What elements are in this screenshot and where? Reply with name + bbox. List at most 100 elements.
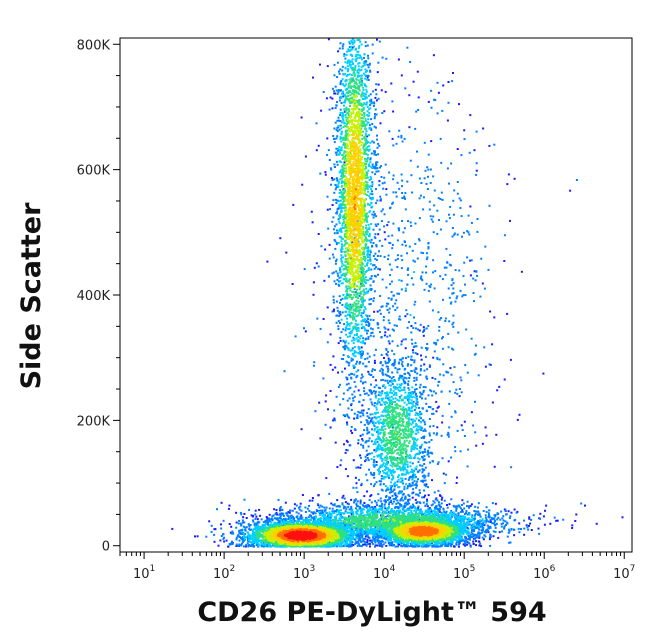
event-dot <box>418 177 421 180</box>
event-dot <box>338 523 341 526</box>
event-dot <box>504 509 507 512</box>
event-dot <box>495 433 498 436</box>
event-dot <box>489 518 492 521</box>
event-dot <box>481 525 484 528</box>
event-dot <box>374 275 377 278</box>
event-dot <box>378 480 381 483</box>
event-dot <box>478 536 481 539</box>
event-dot <box>331 107 334 110</box>
event-dot <box>315 262 318 265</box>
event-dot <box>275 509 278 511</box>
event-dot <box>374 379 377 382</box>
event-dot <box>454 523 457 526</box>
event-dot <box>422 330 424 333</box>
event-dot <box>425 511 428 514</box>
event-dot <box>388 376 391 379</box>
event-dot <box>331 87 334 90</box>
event-dot <box>447 540 450 543</box>
event-dot <box>375 126 377 129</box>
event-dot <box>366 426 369 429</box>
event-dot <box>398 368 401 371</box>
event-dot <box>346 423 349 426</box>
event-dot <box>328 507 331 510</box>
event-dot <box>423 141 426 144</box>
event-dot <box>272 514 275 517</box>
event-dot <box>470 503 473 506</box>
event-dot <box>276 545 278 548</box>
event-dot <box>347 364 350 367</box>
event-dot <box>293 503 296 506</box>
event-dot <box>335 89 338 92</box>
event-dot <box>442 363 445 366</box>
event-dot <box>376 199 379 202</box>
event-dot <box>398 506 401 509</box>
event-dot <box>486 524 489 527</box>
event-dot <box>365 534 368 537</box>
event-dot <box>406 269 409 271</box>
event-dot <box>451 278 454 281</box>
event-dot <box>349 542 352 545</box>
event-dot <box>450 545 453 548</box>
event-dot <box>360 411 363 414</box>
event-dot <box>364 321 367 324</box>
event-dot <box>378 250 380 253</box>
event-dot <box>409 159 412 162</box>
event-dot <box>336 101 338 103</box>
event-dot <box>357 369 360 372</box>
event-dot <box>375 384 378 387</box>
event-dot <box>384 499 387 502</box>
event-dot <box>459 537 462 540</box>
event-dot <box>442 298 444 301</box>
event-dot <box>367 439 370 442</box>
event-dot <box>374 108 377 111</box>
event-dot <box>343 345 346 348</box>
event-dot <box>437 311 440 314</box>
event-dot <box>404 87 407 90</box>
event-dot <box>413 379 416 382</box>
event-dot <box>385 57 388 60</box>
event-dot <box>464 294 467 297</box>
event-dot <box>464 535 467 538</box>
event-dot <box>385 302 388 305</box>
event-dot <box>275 517 278 520</box>
event-dot <box>259 514 262 517</box>
event-dot <box>423 512 426 515</box>
event-dot <box>346 529 349 532</box>
event-dot <box>366 412 369 415</box>
event-dot <box>414 242 417 245</box>
event-dot <box>445 542 448 545</box>
event-dot <box>415 388 418 390</box>
event-dot <box>360 409 363 412</box>
event-dot <box>488 538 491 541</box>
event-dot <box>433 390 435 393</box>
event-dot <box>353 395 356 398</box>
event-dot <box>298 520 300 522</box>
event-dot <box>431 544 434 547</box>
event-dot <box>392 174 395 177</box>
event-dot <box>368 62 371 65</box>
event-dot <box>506 535 509 538</box>
event-dot <box>367 57 370 60</box>
event-dot <box>401 243 404 246</box>
event-dot <box>258 508 261 511</box>
event-dot <box>413 359 416 362</box>
event-dot <box>415 402 418 405</box>
event-dot <box>248 539 250 541</box>
event-dot <box>237 544 240 547</box>
event-dot <box>520 528 522 530</box>
event-dot <box>334 85 337 88</box>
event-dot <box>384 331 387 334</box>
event-dot <box>473 516 476 518</box>
event-dot <box>328 511 331 514</box>
event-dot <box>333 232 336 235</box>
event-dot <box>331 204 334 206</box>
event-dot <box>400 375 403 377</box>
event-dot <box>341 297 344 300</box>
event-dot <box>382 385 384 388</box>
event-dot <box>378 507 381 510</box>
event-dot <box>249 540 252 543</box>
event-dot <box>220 527 223 530</box>
event-dot <box>422 386 425 388</box>
event-dot <box>344 414 346 417</box>
event-dot <box>246 542 249 545</box>
